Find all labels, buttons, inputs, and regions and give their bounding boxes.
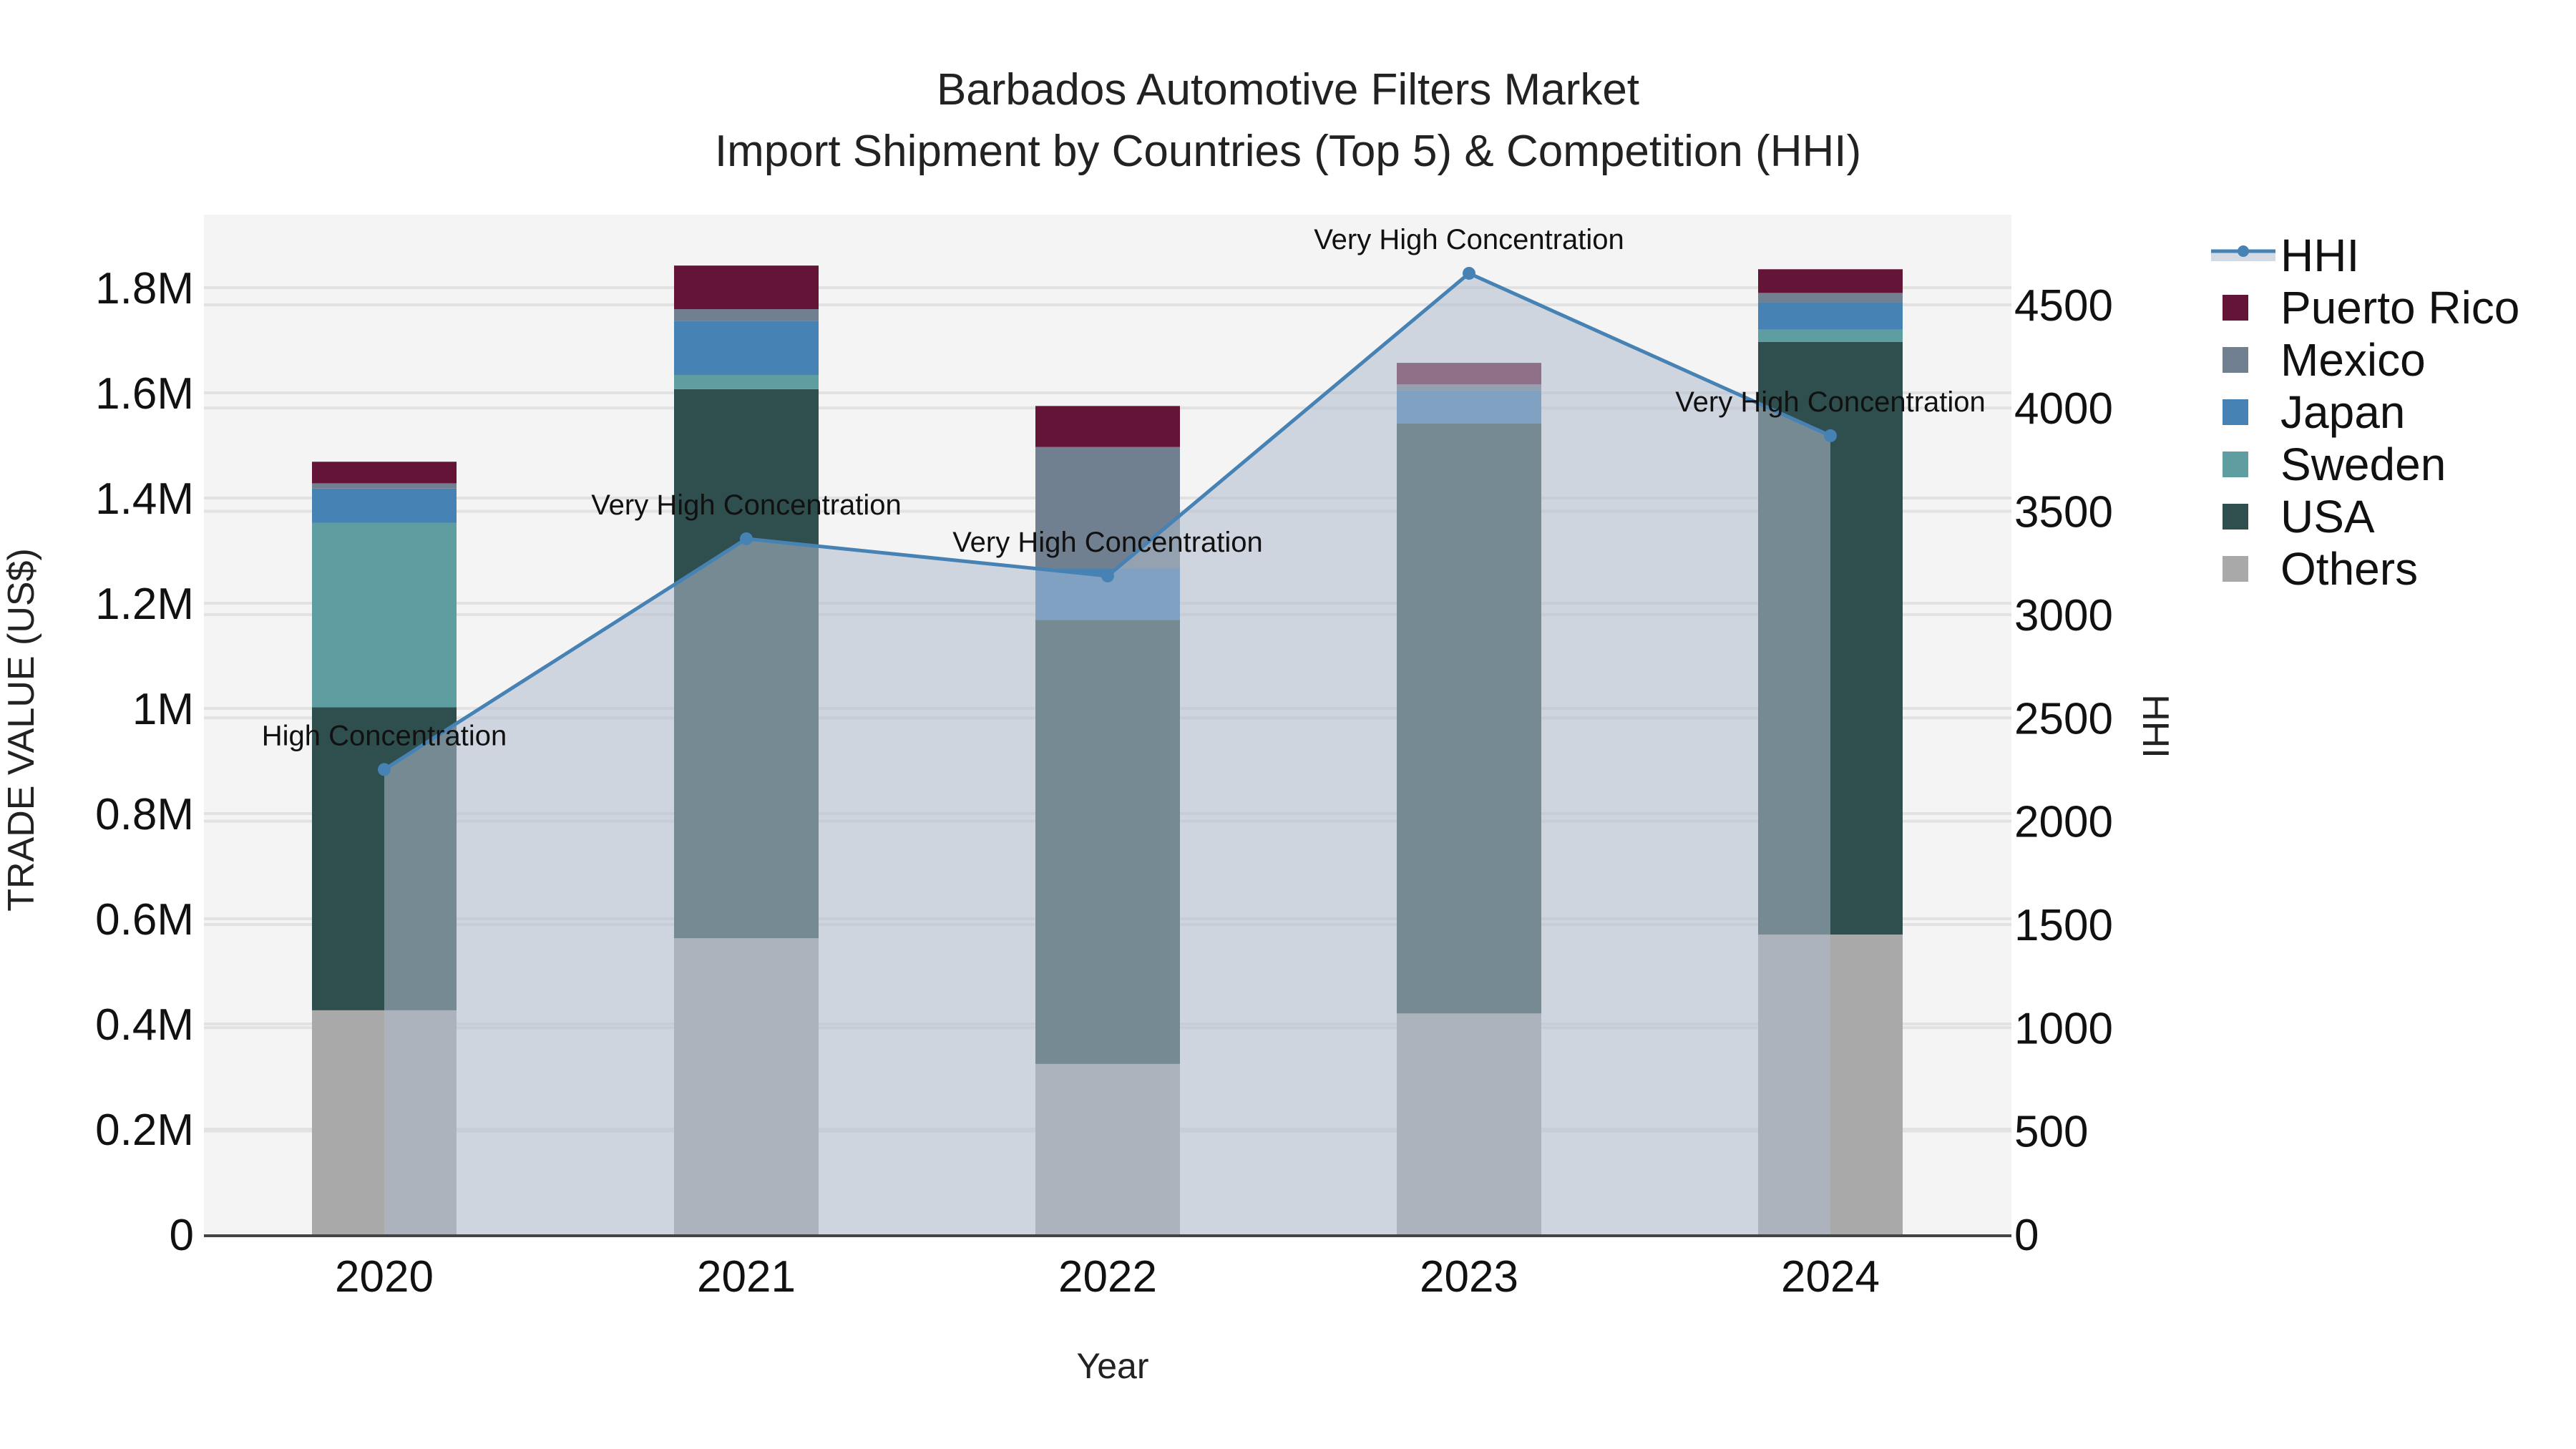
- y-right-tick-label: 1000: [2014, 1004, 2113, 1053]
- bar-segment-mexico: [312, 483, 457, 489]
- bar-segment-puerto-rico: [674, 265, 819, 310]
- chart-title: Barbados Automotive Filters Market: [936, 65, 1640, 114]
- hhi-marker: [740, 532, 753, 545]
- x-tick-label: 2023: [1420, 1252, 1518, 1302]
- bar-segment-puerto-rico: [1758, 269, 1903, 293]
- bar-segment-puerto-rico: [1035, 406, 1180, 447]
- y-axis-right-label: HHI: [2135, 694, 2176, 758]
- hhi-marker: [1101, 569, 1114, 582]
- y-left-tick-label: 1.2M: [95, 580, 194, 629]
- bar-segment-mexico: [1758, 293, 1903, 303]
- y-right-tick-label: 2500: [2014, 694, 2113, 743]
- legend-label: Sweden: [2280, 438, 2446, 490]
- bar-segment-japan: [1758, 302, 1903, 330]
- legend-item-hhi[interactable]: HHI: [2211, 229, 2519, 281]
- bar-segment-puerto-rico: [312, 462, 457, 484]
- hhi-area: [384, 273, 1830, 1235]
- hhi-annotation: Very High Concentration: [591, 489, 902, 521]
- x-tick-label: 2020: [335, 1252, 434, 1302]
- y-right-tick-label: 500: [2014, 1108, 2088, 1157]
- legend-label: HHI: [2280, 229, 2360, 281]
- color-swatch-icon: [2223, 399, 2248, 425]
- hhi-marker: [1824, 429, 1837, 442]
- y-left-tick-label: 0.4M: [95, 1000, 194, 1050]
- y-right-tick-label: 2000: [2014, 798, 2113, 847]
- legend-label: Puerto Rico: [2280, 281, 2520, 333]
- color-swatch-icon: [2223, 555, 2248, 582]
- y-left-tick-label: 0.6M: [95, 895, 194, 945]
- legend-label: Japan: [2280, 386, 2406, 438]
- legend-item-mexico[interactable]: Mexico: [2211, 333, 2519, 386]
- bar-segment-sweden: [674, 375, 819, 389]
- legend-item-puerto-rico[interactable]: Puerto Rico: [2211, 281, 2519, 333]
- y-axis-left-label: TRADE VALUE (US$): [1, 548, 42, 912]
- hhi-annotation: Very High Concentration: [952, 527, 1263, 558]
- bar-segment-japan: [674, 321, 819, 376]
- legend-label: Others: [2280, 542, 2419, 595]
- bar-segment-sweden: [1758, 329, 1903, 342]
- legend-item-usa[interactable]: USA: [2211, 490, 2519, 542]
- y-right-tick-label: 4500: [2014, 281, 2113, 331]
- hhi-annotation: High Concentration: [262, 720, 507, 751]
- color-swatch-icon: [2223, 503, 2248, 530]
- y-left-tick-label: 1.8M: [95, 264, 194, 313]
- y-right-tick-label: 1500: [2014, 901, 2113, 950]
- color-swatch-icon: [2223, 294, 2248, 321]
- y-left-tick-label: 1M: [132, 685, 194, 734]
- color-swatch-icon: [2223, 451, 2248, 477]
- x-tick-label: 2022: [1058, 1252, 1157, 1302]
- y-left-tick-label: 1.6M: [95, 369, 194, 419]
- bar-segment-mexico: [674, 309, 819, 321]
- chart-subtitle: Import Shipment by Countries (Top 5) & C…: [714, 127, 1862, 176]
- y-right-tick-label: 3000: [2014, 591, 2113, 640]
- bar-segment-japan: [312, 488, 457, 523]
- x-axis-label: Year: [1076, 1346, 1149, 1386]
- bar-segment-sweden: [312, 522, 457, 708]
- x-tick-label: 2021: [697, 1252, 796, 1302]
- y-left-tick-label: 1.4M: [95, 474, 194, 524]
- x-tick-label: 2024: [1781, 1252, 1880, 1302]
- y-right-tick-label: 4000: [2014, 384, 2113, 434]
- y-right-tick-label: 3500: [2014, 488, 2113, 537]
- legend: HHI Puerto Rico Mexico Japan Sweden USA Others: [2211, 229, 2519, 595]
- legend-item-sweden[interactable]: Sweden: [2211, 438, 2519, 490]
- hhi-annotation: Very High Concentration: [1314, 224, 1624, 255]
- y-left-tick-label: 0.8M: [95, 790, 194, 839]
- hhi-marker: [1463, 266, 1475, 280]
- y-left-tick-label: 0.2M: [95, 1106, 194, 1155]
- legend-label: USA: [2280, 490, 2375, 542]
- hhi-annotation: Very High Concentration: [1675, 386, 1986, 418]
- y-right-tick-label: 0: [2014, 1211, 2039, 1260]
- legend-item-japan[interactable]: Japan: [2211, 386, 2519, 438]
- legend-item-others[interactable]: Others: [2211, 542, 2519, 595]
- y-left-tick-label: 0: [170, 1211, 194, 1260]
- color-swatch-icon: [2223, 346, 2248, 373]
- legend-label: Mexico: [2280, 333, 2426, 386]
- hhi-marker: [378, 763, 391, 776]
- line-marker-icon: [2211, 245, 2275, 265]
